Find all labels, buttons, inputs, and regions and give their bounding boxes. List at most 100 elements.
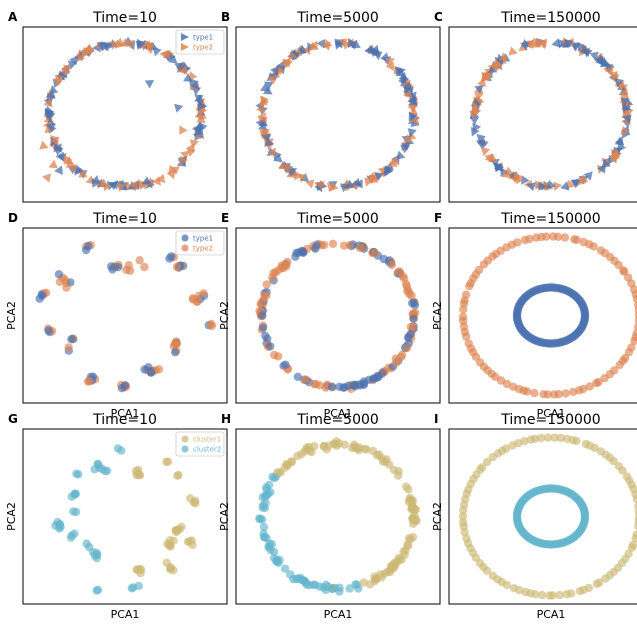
data-point	[265, 540, 273, 548]
legend-entry: cluster2	[193, 446, 221, 454]
data-point	[262, 499, 270, 507]
data-point	[44, 326, 52, 334]
data-point	[408, 299, 416, 307]
data-point	[408, 503, 416, 511]
legend-entry: type2	[193, 245, 213, 253]
panel-title: Time=150000	[500, 10, 600, 26]
data-point	[39, 141, 48, 150]
x-axis-label: PCA1	[537, 608, 566, 621]
data-point	[266, 342, 274, 350]
data-point	[404, 485, 412, 493]
data-point	[569, 388, 577, 396]
data-point	[193, 298, 201, 306]
data-point	[264, 490, 272, 498]
data-point	[274, 352, 282, 360]
data-point	[164, 458, 172, 466]
data-point	[396, 267, 404, 275]
data-point	[406, 330, 414, 338]
data-point	[67, 533, 75, 541]
data-point	[135, 256, 143, 264]
data-point	[126, 267, 134, 275]
legend-marker	[182, 436, 189, 443]
data-point	[261, 332, 269, 340]
data-point	[145, 80, 155, 89]
data-point	[539, 390, 547, 398]
data-point	[510, 584, 518, 592]
data-point	[346, 241, 354, 249]
x-axis-label: PCA1	[324, 608, 353, 621]
data-point	[69, 507, 77, 515]
data-point	[171, 348, 179, 356]
panel-label: B	[221, 10, 230, 24]
data-point	[260, 523, 268, 531]
panel-title: Time=10	[92, 211, 157, 227]
data-point	[307, 448, 315, 456]
data-point	[207, 320, 215, 328]
panel-label: H	[221, 412, 231, 426]
panel-b: B Time=5000	[221, 10, 440, 202]
data-point	[361, 445, 369, 453]
data-point	[400, 145, 410, 153]
data-point	[349, 381, 357, 389]
panel-label: F	[434, 211, 442, 225]
panel-a: A Time=10type1type2	[8, 10, 227, 202]
data-point	[369, 374, 377, 382]
panel-label: G	[8, 412, 18, 426]
data-point	[94, 586, 102, 594]
panel-title: Time=10	[92, 10, 157, 26]
data-point	[403, 344, 411, 352]
data-point	[49, 160, 59, 169]
data-point	[163, 540, 171, 548]
data-point	[332, 437, 340, 445]
legend-entry: type2	[193, 44, 213, 52]
panel-f: F Time=150000PCA1PCA2	[431, 211, 637, 420]
data-point	[313, 241, 321, 249]
data-point	[581, 310, 589, 318]
data-point	[62, 283, 70, 291]
data-point	[481, 147, 490, 156]
data-point	[335, 383, 343, 391]
data-point	[301, 375, 309, 383]
data-point	[260, 533, 268, 541]
data-point	[67, 335, 75, 343]
data-point	[137, 566, 145, 574]
y-axis-label: PCA2	[431, 301, 444, 330]
data-point	[42, 173, 51, 182]
data-point	[259, 324, 267, 332]
panel-title: Time=10	[92, 412, 157, 428]
data-point	[329, 240, 337, 248]
data-point	[55, 270, 63, 278]
data-point	[56, 523, 64, 531]
legend-entry: cluster1	[193, 436, 221, 444]
panel-label: D	[8, 211, 18, 225]
panel-g: G Time=10cluster1cluster2PCA1PCA2	[5, 412, 227, 621]
panel-title: Time=5000	[296, 10, 379, 26]
data-point	[317, 39, 326, 49]
legend-entry: type1	[193, 235, 213, 243]
data-point	[144, 363, 152, 371]
data-point	[173, 263, 181, 271]
data-point	[513, 238, 521, 246]
data-point	[56, 278, 64, 286]
data-point	[388, 261, 396, 269]
panel-h: H Time=5000 PCA1 PCA2	[218, 412, 440, 621]
data-point	[409, 322, 417, 330]
data-point	[406, 494, 414, 502]
data-point	[179, 125, 187, 134]
y-axis-label: PCA2	[431, 502, 444, 531]
data-point	[407, 291, 415, 299]
data-point	[256, 515, 264, 523]
data-point	[274, 266, 282, 274]
data-point	[328, 383, 336, 391]
panel-i: I Time=150000PCA1PCA2	[431, 412, 637, 621]
data-point	[581, 511, 589, 519]
data-point	[140, 263, 148, 271]
data-point	[281, 361, 289, 369]
data-point	[167, 252, 175, 260]
data-point	[173, 472, 181, 480]
x-axis-label: PCA1	[111, 608, 140, 621]
data-point	[136, 471, 144, 479]
legend-entry: type1	[193, 34, 213, 42]
y-axis-label: PCA2	[218, 301, 231, 330]
data-point	[262, 291, 270, 299]
